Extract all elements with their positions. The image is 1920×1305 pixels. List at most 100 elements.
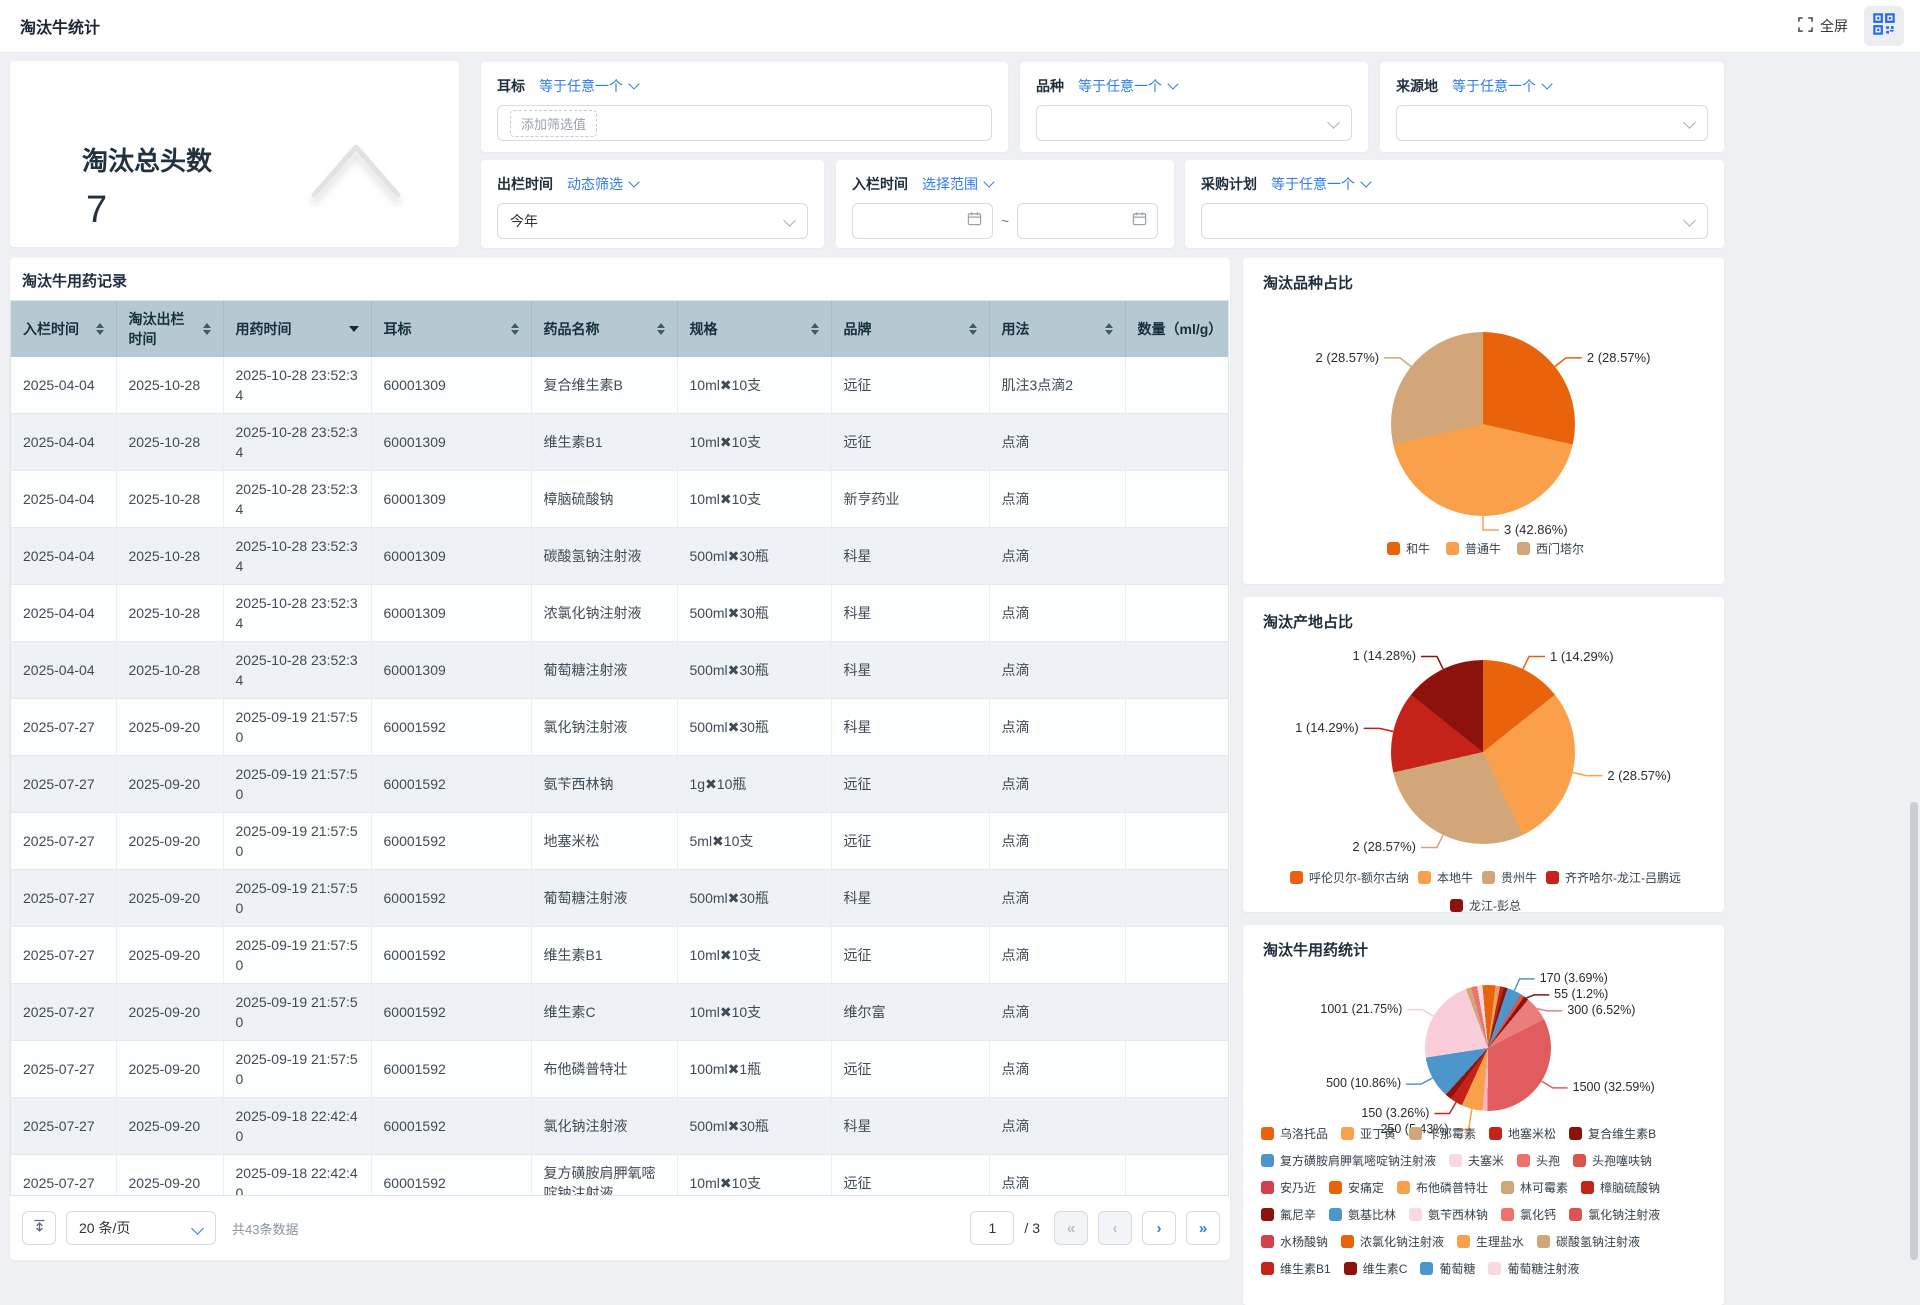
legend-item[interactable]: 卡那霉素 — [1409, 1125, 1476, 1142]
operator-dropdown[interactable]: 动态筛选 — [567, 174, 638, 194]
pie[interactable] — [1425, 985, 1551, 1111]
sort-icon[interactable] — [96, 323, 104, 335]
legend-item[interactable]: 葡萄糖注射液 — [1488, 1260, 1579, 1277]
legend-item[interactable]: 本地牛 — [1418, 869, 1473, 886]
legend-item[interactable]: 维生素B1 — [1261, 1260, 1331, 1277]
sort-desc-icon[interactable] — [349, 326, 359, 332]
table-cell: 500ml✖30瓶 — [677, 1098, 831, 1155]
column-header-用药时间[interactable]: 用药时间 — [223, 301, 371, 357]
legend-item[interactable]: 碳酸氢钠注射液 — [1537, 1233, 1640, 1250]
sort-icon[interactable] — [1105, 323, 1113, 335]
legend-item[interactable]: 布他磷普特壮 — [1397, 1179, 1488, 1196]
column-header-数量（ml/g）[interactable]: 数量（ml/g） — [1125, 301, 1229, 357]
breed-select[interactable] — [1036, 105, 1352, 141]
legend-item[interactable]: 乌洛托品 — [1261, 1125, 1328, 1142]
legend-item[interactable]: 氯化钙 — [1501, 1206, 1556, 1223]
legend-label: 布他磷普特壮 — [1416, 1179, 1488, 1196]
sort-icon[interactable] — [511, 323, 519, 335]
legend-item[interactable]: 浓氯化钠注射液 — [1341, 1233, 1444, 1250]
sort-icon[interactable] — [969, 323, 977, 335]
column-header-药品名称[interactable]: 药品名称 — [531, 301, 677, 357]
header-actions: 全屏 — [1798, 0, 1904, 52]
legend-marker — [1341, 1127, 1354, 1140]
table-cell: 科星 — [831, 642, 989, 699]
first-page-button[interactable]: « — [1054, 1211, 1088, 1245]
legend-item[interactable]: 复合维生素B — [1569, 1125, 1656, 1142]
column-header-规格[interactable]: 规格 — [677, 301, 831, 357]
table-cell: 2025-07-27 — [11, 870, 116, 927]
ear-tag-filter-input[interactable]: 添加筛选值 — [497, 105, 992, 141]
legend-item[interactable]: 氯化钠注射液 — [1569, 1206, 1660, 1223]
table-cell: 2025-10-28 — [116, 528, 223, 585]
column-header-入栏时间[interactable]: 入栏时间 — [11, 301, 116, 357]
qr-code-button[interactable] — [1864, 6, 1904, 46]
legend-item[interactable]: 维生素C — [1344, 1260, 1408, 1277]
sort-icon[interactable] — [657, 323, 665, 335]
legend-item[interactable]: 贵州牛 — [1482, 869, 1537, 886]
operator-dropdown[interactable]: 等于任意一个 — [539, 76, 638, 96]
legend-item[interactable]: 樟脑硫酸钠 — [1581, 1179, 1660, 1196]
legend-item[interactable]: 呼伦贝尔-额尔古纳 — [1290, 869, 1409, 886]
legend-item[interactable]: 夫塞米 — [1449, 1152, 1504, 1169]
origin-select[interactable] — [1396, 105, 1708, 141]
legend-label: 复合维生素B — [1588, 1125, 1656, 1142]
legend-item[interactable]: 头孢噻呋钠 — [1573, 1152, 1652, 1169]
legend-item[interactable]: 地塞米松 — [1489, 1125, 1556, 1142]
operator-dropdown[interactable]: 等于任意一个 — [1271, 174, 1370, 194]
pie[interactable] — [1391, 332, 1575, 516]
legend-item[interactable]: 林可霉素 — [1501, 1179, 1568, 1196]
pie-label: 1 (14.29%) — [1295, 720, 1359, 735]
legend-item[interactable]: 复方磺胺肩胛氧嘧啶钠注射液 — [1261, 1152, 1436, 1169]
pie[interactable] — [1391, 660, 1575, 844]
legend-item[interactable]: 齐齐哈尔-龙江-吕鹏远 — [1546, 869, 1681, 886]
next-page-button[interactable]: › — [1142, 1211, 1176, 1245]
column-header-品牌[interactable]: 品牌 — [831, 301, 989, 357]
page-number-input[interactable] — [970, 1211, 1014, 1245]
column-header-淘汰出栏时间[interactable]: 淘汰出栏时间 — [116, 301, 223, 357]
end-date-input[interactable] — [1017, 203, 1158, 239]
legend-item[interactable]: 和牛 — [1387, 540, 1430, 557]
legend-item[interactable]: 亚丁黄 — [1341, 1125, 1396, 1142]
last-page-button[interactable]: » — [1186, 1211, 1220, 1245]
column-header-用法[interactable]: 用法 — [989, 301, 1125, 357]
sort-icon[interactable] — [203, 323, 211, 335]
operator-label: 选择范围 — [922, 174, 978, 194]
operator-dropdown[interactable]: 等于任意一个 — [1078, 76, 1177, 96]
legend-item[interactable]: 西门塔尔 — [1517, 540, 1584, 557]
legend-item[interactable]: 龙江-彭总 — [1450, 897, 1521, 912]
column-label: 入栏时间 — [23, 319, 79, 339]
page-scrollbar-thumb[interactable] — [1910, 802, 1918, 1260]
back-to-top-button[interactable] — [22, 1211, 56, 1245]
legend-label: 西门塔尔 — [1536, 540, 1584, 557]
purchase-plan-select[interactable] — [1201, 203, 1708, 239]
table-cell: 科星 — [831, 1098, 989, 1155]
sort-icon[interactable] — [811, 323, 819, 335]
legend-item[interactable]: 葡萄糖 — [1420, 1260, 1475, 1277]
start-date-input[interactable] — [852, 203, 993, 239]
legend-marker — [1420, 1262, 1433, 1275]
add-filter-value-tag[interactable]: 添加筛选值 — [510, 110, 597, 137]
legend-label: 龙江-彭总 — [1469, 897, 1521, 912]
fullscreen-button[interactable]: 全屏 — [1798, 16, 1848, 36]
table-row: 2025-07-272025-09-202025-09-19 21:57:506… — [11, 699, 1229, 756]
legend-item[interactable]: 氨基比林 — [1329, 1206, 1396, 1223]
column-header-耳标[interactable]: 耳标 — [371, 301, 531, 357]
column-label: 用法 — [1002, 319, 1030, 339]
legend-marker — [1501, 1181, 1514, 1194]
legend-item[interactable]: 安乃近 — [1261, 1179, 1316, 1196]
medication-record-panel: 淘汰牛用药记录 入栏时间淘汰出栏时间用药时间耳标药品名称规格品牌用法数量（ml/… — [10, 258, 1230, 1260]
out-time-select[interactable]: 今年 — [497, 203, 808, 239]
table-cell: 点滴 — [989, 1041, 1125, 1098]
legend-item[interactable]: 普通牛 — [1446, 540, 1501, 557]
operator-dropdown[interactable]: 等于任意一个 — [1452, 76, 1551, 96]
legend-item[interactable]: 氟尼辛 — [1261, 1206, 1316, 1223]
legend-item[interactable]: 生理盐水 — [1457, 1233, 1524, 1250]
legend-item[interactable]: 水杨酸钠 — [1261, 1233, 1328, 1250]
operator-dropdown[interactable]: 选择范围 — [922, 174, 993, 194]
legend-item[interactable]: 头孢 — [1517, 1152, 1560, 1169]
page-size-select[interactable]: 20 条/页 — [66, 1211, 216, 1245]
prev-page-button[interactable]: ‹ — [1098, 1211, 1132, 1245]
legend-item[interactable]: 安痛定 — [1329, 1179, 1384, 1196]
table-cell: 2025-04-04 — [11, 528, 116, 585]
legend-item[interactable]: 氨苄西林钠 — [1409, 1206, 1488, 1223]
